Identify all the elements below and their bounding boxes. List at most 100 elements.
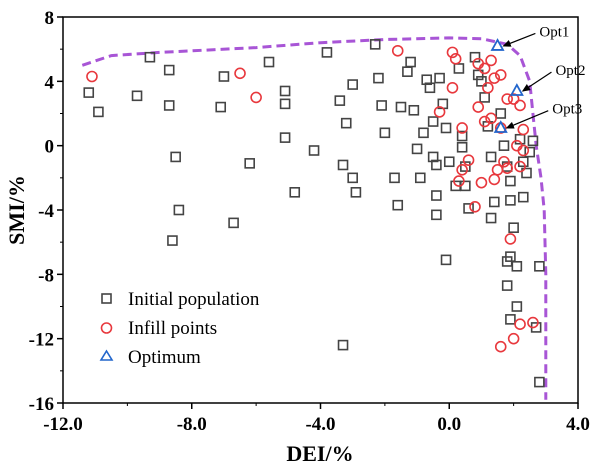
initial-population-point bbox=[495, 108, 507, 119]
initial-population-point bbox=[347, 172, 358, 184]
initial-population-point bbox=[424, 82, 436, 94]
initial-population-point bbox=[456, 141, 468, 153]
annotation-label-opt1: Opt1 bbox=[539, 24, 569, 40]
legend-label-optimum: Optimum bbox=[128, 347, 201, 368]
annotation-label-opt2: Opt2 bbox=[555, 63, 585, 79]
infill-point bbox=[494, 340, 507, 353]
x-tick-label: -12.0 bbox=[43, 414, 83, 435]
legend-label-infill-points: Infill points bbox=[128, 318, 217, 339]
initial-population-point bbox=[279, 98, 291, 110]
infill-point bbox=[485, 54, 497, 67]
initial-population-point bbox=[402, 66, 413, 77]
initial-population-point bbox=[373, 72, 384, 84]
y-tick-label: 8 bbox=[45, 8, 55, 29]
initial-population-point bbox=[389, 172, 400, 184]
x-tick-label: 4.0 bbox=[566, 414, 590, 435]
infill-point bbox=[517, 123, 530, 136]
initial-population-point bbox=[340, 117, 352, 129]
infill-point bbox=[86, 70, 98, 83]
initial-population-point bbox=[453, 63, 465, 74]
initial-population-point bbox=[337, 339, 349, 351]
infill-point bbox=[478, 62, 491, 75]
infill-point bbox=[391, 44, 404, 57]
initial-population-point bbox=[508, 222, 519, 233]
initial-population-point bbox=[263, 56, 275, 68]
initial-population-point bbox=[279, 85, 291, 97]
x-tick-label: -8.0 bbox=[177, 414, 207, 435]
annotation-arrow bbox=[502, 32, 536, 47]
infill-point bbox=[449, 53, 462, 65]
legend-label-initial-population: Initial population bbox=[128, 289, 260, 310]
initial-population-point bbox=[463, 203, 474, 214]
initial-population-point bbox=[476, 76, 487, 87]
infill-point bbox=[507, 332, 520, 345]
initial-population-point bbox=[479, 92, 490, 103]
initial-population-point bbox=[440, 254, 452, 266]
initial-population-point bbox=[427, 116, 439, 127]
x-axis-title: DEI/% bbox=[286, 441, 353, 466]
x-tick-label: -4.0 bbox=[305, 414, 335, 435]
initial-population-point bbox=[337, 159, 349, 171]
initial-population-point bbox=[421, 74, 433, 86]
infill-point bbox=[491, 163, 504, 176]
x-tick-label: 0.0 bbox=[437, 414, 461, 435]
initial-population-point bbox=[511, 260, 523, 272]
initial-population-point bbox=[228, 217, 239, 229]
annotations: Opt1 Opt2 Opt3 bbox=[502, 24, 585, 129]
y-tick-label: 0 bbox=[45, 137, 55, 158]
initial-population-point bbox=[505, 314, 516, 325]
infill-point bbox=[488, 173, 501, 186]
initial-population-point bbox=[431, 190, 442, 201]
initial-population-point bbox=[408, 104, 420, 116]
initial-population-point bbox=[460, 180, 471, 192]
infill-point bbox=[494, 69, 507, 81]
initial-population-point bbox=[511, 301, 523, 312]
y-tick-label: -16 bbox=[29, 394, 54, 415]
infill-point bbox=[456, 122, 468, 134]
initial-population-point bbox=[524, 146, 536, 158]
y-axis-title: SMI/% bbox=[4, 175, 29, 245]
initial-population-point bbox=[527, 135, 539, 147]
initial-population-point bbox=[501, 280, 513, 291]
initial-population-point bbox=[321, 47, 333, 58]
infill-point bbox=[453, 175, 465, 187]
initial-population-point bbox=[489, 196, 500, 208]
legend-circle-marker bbox=[100, 322, 113, 334]
initial-population-point bbox=[279, 132, 291, 143]
initial-population-point bbox=[534, 376, 545, 388]
optimum-point bbox=[490, 38, 505, 51]
infill-point bbox=[501, 162, 513, 174]
y-tick-label: -12 bbox=[29, 330, 54, 351]
plot-area bbox=[81, 36, 548, 400]
initial-population-point bbox=[167, 235, 178, 246]
initial-population-point bbox=[418, 127, 429, 139]
initial-population-point bbox=[163, 100, 175, 111]
initial-population-point bbox=[369, 39, 381, 50]
infill-point bbox=[446, 46, 459, 59]
optimum-point bbox=[509, 83, 524, 96]
infill-point bbox=[446, 81, 459, 94]
optimum-point bbox=[493, 120, 508, 133]
infill-point bbox=[517, 144, 530, 157]
y-tick-label: -8 bbox=[38, 265, 54, 286]
infill-point bbox=[475, 176, 488, 189]
initial-population-point bbox=[347, 79, 358, 90]
initial-population-point bbox=[469, 51, 481, 63]
axes: -12.0 -8.0 -4.0 0.0 4.0 -16 -12 -8 -4 0 4 8 bbox=[29, 8, 590, 435]
infill-point bbox=[498, 155, 510, 168]
initial-population-point bbox=[173, 204, 185, 216]
infill-point bbox=[462, 154, 475, 166]
legend-triangle-marker bbox=[99, 349, 114, 361]
infill-point bbox=[478, 115, 491, 128]
annotation-label-opt3: Opt3 bbox=[552, 102, 582, 118]
initial-population-point bbox=[427, 151, 439, 163]
initial-population-point bbox=[218, 71, 230, 82]
legend-square-marker bbox=[101, 293, 112, 304]
initial-population-point bbox=[308, 145, 320, 156]
initial-population-point bbox=[395, 101, 407, 113]
infill-point bbox=[504, 233, 517, 245]
pareto-front-line bbox=[81, 36, 548, 400]
initial-population-point bbox=[485, 151, 497, 163]
y-tick-label: -4 bbox=[38, 201, 54, 222]
